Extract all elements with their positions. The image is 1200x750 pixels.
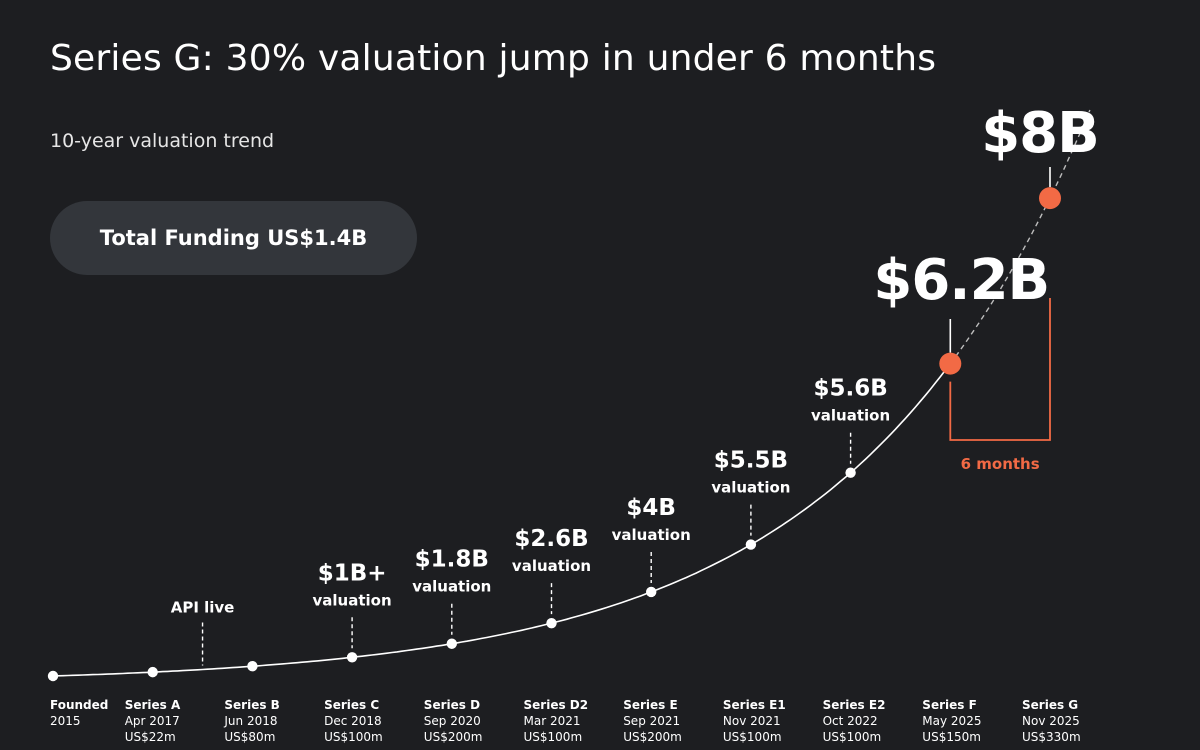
round-amount-label: US$200m xyxy=(623,730,682,744)
round-date-label: Oct 2022 xyxy=(823,714,878,728)
round-date-label: Sep 2021 xyxy=(623,714,680,728)
round-amount-label: US$200m xyxy=(424,730,483,744)
round-date-label: Nov 2021 xyxy=(723,714,781,728)
valuation-caption-label: valuation xyxy=(711,479,790,497)
valuation-amount-label: $1B+ xyxy=(318,560,387,586)
round-date-label: Apr 2017 xyxy=(125,714,180,728)
round-name-label: Series B xyxy=(224,698,279,712)
data-point-series-d xyxy=(446,638,457,649)
data-point-series-e xyxy=(646,586,657,598)
valuation-curve xyxy=(52,363,951,677)
round-name-label: Founded xyxy=(50,698,108,712)
valuation-amount-label: $1.8B xyxy=(415,547,489,573)
chart-title: Series G: 30% valuation jump in under 6 … xyxy=(50,38,937,79)
valuation-amount-label: $4B xyxy=(626,495,676,521)
round-date-label: Dec 2018 xyxy=(324,714,382,728)
valuation-highlight-label: $6.2B xyxy=(873,248,1049,313)
valuation-caption-label: valuation xyxy=(512,557,591,575)
data-point-series-f xyxy=(939,352,962,375)
data-point-series-b xyxy=(247,661,258,672)
round-date-label: Sep 2020 xyxy=(424,714,481,728)
round-name-label: Series F xyxy=(922,698,976,712)
valuation-amount-label: $5.5B xyxy=(714,448,788,474)
data-point-series-e2 xyxy=(845,467,856,478)
valuation-highlight-label: $8B xyxy=(981,101,1099,166)
round-name-label: Series D2 xyxy=(524,698,589,712)
valuation-caption-label: valuation xyxy=(412,578,491,596)
round-date-label: Nov 2025 xyxy=(1022,714,1080,728)
round-name-label: Series E xyxy=(623,698,677,712)
valuation-caption-label: valuation xyxy=(612,526,691,544)
valuation-caption-label: valuation xyxy=(313,591,392,609)
total-funding-label: Total Funding US$1.4B xyxy=(99,226,368,250)
round-date-label: Mar 2021 xyxy=(524,714,581,728)
round-name-label: Series G xyxy=(1022,698,1078,712)
total-funding-badge: Total Funding US$1.4B xyxy=(50,201,417,275)
round-amount-label: US$330m xyxy=(1022,730,1081,744)
round-date-label: May 2025 xyxy=(922,714,981,728)
data-point-series-d2 xyxy=(546,617,557,629)
six-month-bracket xyxy=(949,298,1051,441)
round-name-label: Series E1 xyxy=(723,698,786,712)
round-name-label: Series A xyxy=(125,698,181,712)
round-name-label: Series D xyxy=(424,698,480,712)
valuation-amount-label: $2.6B xyxy=(514,526,588,552)
data-point-founded xyxy=(47,670,59,682)
round-date-label: 2015 xyxy=(50,714,81,728)
round-name-label: Series C xyxy=(324,698,379,712)
data-point-series-c xyxy=(346,652,358,663)
round-amount-label: US$100m xyxy=(723,730,782,744)
valuation-curve-projection xyxy=(949,109,1091,365)
round-amount-label: US$22m xyxy=(125,730,176,744)
event-label: API live xyxy=(171,598,235,616)
round-amount-label: US$100m xyxy=(823,730,882,744)
bracket-label: 6 months xyxy=(961,455,1040,473)
data-point-series-g xyxy=(1039,187,1061,210)
valuation-amount-label: $5.6B xyxy=(813,376,887,402)
data-point-series-e1 xyxy=(745,539,757,550)
round-amount-label: US$100m xyxy=(324,730,383,744)
round-name-label: Series E2 xyxy=(823,698,886,712)
round-date-label: Jun 2018 xyxy=(223,714,277,728)
valuation-caption-label: valuation xyxy=(811,407,890,425)
chart-subtitle: 10-year valuation trend xyxy=(50,130,275,152)
data-point-series-a xyxy=(147,666,158,678)
round-amount-label: US$150m xyxy=(922,730,981,744)
round-amount-label: US$80m xyxy=(224,730,275,744)
round-amount-label: US$100m xyxy=(524,730,583,744)
